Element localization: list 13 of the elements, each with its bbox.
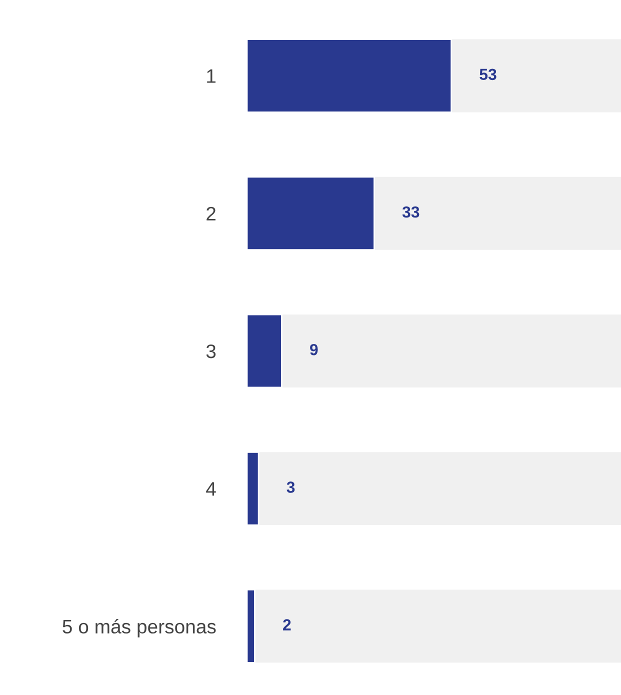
data-label: 3 [286, 482, 295, 493]
y-tick-label: 5 o más personas [62, 619, 216, 638]
y-tick-label: 2 [206, 206, 216, 220]
bar [247, 314, 282, 388]
data-label: 53 [480, 68, 496, 80]
y-tick-label: 1 [207, 69, 216, 83]
data-label: 9 [310, 344, 318, 356]
y-tick-label: 3 [206, 344, 216, 358]
data-label: 2 [283, 619, 291, 630]
y-tick-label: 4 [206, 482, 216, 496]
bar [247, 451, 260, 526]
data-label: 33 [402, 206, 420, 218]
bar [247, 589, 256, 664]
